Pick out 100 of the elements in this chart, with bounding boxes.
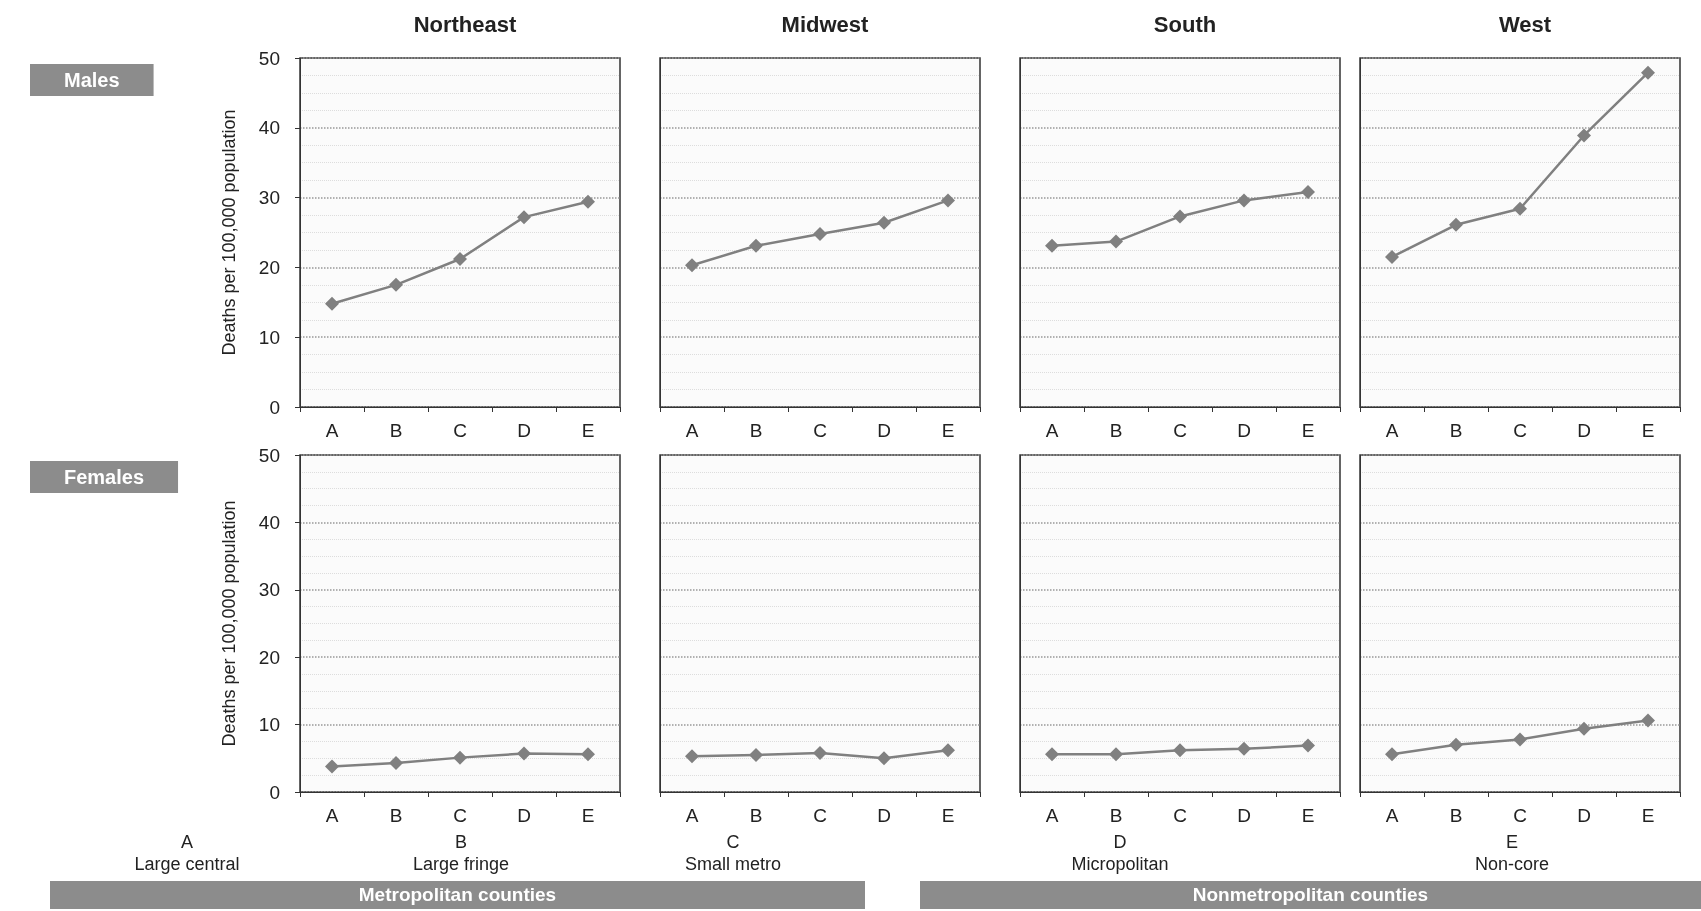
x-tick-label: E [1641, 805, 1655, 826]
y-tick-label: 30 [258, 187, 280, 209]
x-tick-label: D [877, 805, 891, 826]
y-tick-label: 30 [258, 579, 280, 601]
y-axis-title: Deaths per 100,000 population [219, 109, 239, 356]
point [389, 277, 403, 292]
point [1641, 65, 1655, 80]
chart-title: Midwest [781, 11, 870, 37]
x-tick-label: B [1109, 420, 1123, 441]
point [453, 252, 467, 267]
x-tick-label: A [1385, 805, 1399, 826]
x-tick-label: C [1513, 420, 1527, 441]
text: Large central [134, 854, 240, 874]
x-tick-label: E [1301, 420, 1315, 441]
point [1513, 201, 1527, 216]
text: Non-core [1474, 854, 1550, 874]
text: D [1113, 832, 1127, 852]
point [1385, 249, 1399, 264]
point [517, 210, 531, 225]
x-tick-label: D [1577, 420, 1591, 441]
point [1449, 737, 1463, 752]
point [813, 745, 827, 760]
point [1577, 128, 1591, 143]
text: Males [64, 69, 120, 91]
y-tick-label: 20 [258, 646, 280, 668]
x-tick-label: E [581, 420, 595, 441]
x-tick-label: B [749, 805, 763, 826]
text: Large fringe [412, 854, 510, 874]
y-tick-label: 50 [258, 444, 280, 466]
point [1045, 747, 1059, 762]
point [1449, 217, 1463, 232]
x-tick-label: A [1045, 420, 1059, 441]
y-tick-label: 0 [269, 781, 280, 803]
x-tick-label: B [389, 420, 403, 441]
x-tick-label: D [1237, 420, 1251, 441]
x-tick-label: A [325, 420, 339, 441]
point [389, 756, 403, 771]
text: Micropolitan [1071, 854, 1169, 874]
point [1301, 185, 1315, 200]
x-tick-label: D [1237, 805, 1251, 826]
x-tick-label: C [453, 420, 467, 441]
x-tick-label: B [1449, 420, 1463, 441]
point [685, 749, 699, 764]
x-tick-label: A [685, 805, 699, 826]
point [517, 746, 531, 761]
x-tick-label: C [1513, 805, 1527, 826]
y-tick-label: 40 [258, 117, 280, 139]
x-tick-label: B [389, 805, 403, 826]
x-tick-label: D [517, 420, 531, 441]
x-tick-label: A [325, 805, 339, 826]
point [1641, 713, 1655, 728]
point [453, 750, 467, 765]
y-tick-label: 10 [258, 714, 280, 736]
x-tick-label: E [1641, 420, 1655, 441]
x-tick-label: A [1385, 420, 1399, 441]
text: B [454, 832, 468, 852]
x-tick-label: E [581, 805, 595, 826]
x-tick-label: B [1449, 805, 1463, 826]
text: A [180, 832, 194, 852]
point [749, 238, 763, 253]
y-tick-label: 40 [258, 511, 280, 533]
point [581, 747, 595, 762]
x-tick-label: D [1577, 805, 1591, 826]
x-tick-label: B [1109, 805, 1123, 826]
x-tick-label: C [1173, 420, 1187, 441]
point [1109, 234, 1123, 249]
point [1173, 209, 1187, 224]
text: Females [64, 466, 145, 488]
y-tick-label: 50 [258, 47, 280, 69]
point [1301, 738, 1315, 753]
x-tick-label: E [1301, 805, 1315, 826]
chart-title: Northeast [413, 11, 518, 37]
point [1513, 732, 1527, 747]
chart-title: West [1498, 11, 1552, 37]
x-tick-label: C [453, 805, 467, 826]
x-tick-label: A [1045, 805, 1059, 826]
point [749, 747, 763, 762]
y-tick-label: 20 [258, 256, 280, 278]
point [1577, 721, 1591, 736]
point [813, 226, 827, 241]
point [1173, 743, 1187, 758]
point [877, 751, 891, 766]
y-tick-label: 0 [269, 396, 280, 418]
point [1045, 238, 1059, 253]
x-tick-label: B [749, 420, 763, 441]
point [325, 759, 339, 774]
point [1237, 193, 1251, 208]
point [941, 193, 955, 208]
point [1385, 747, 1399, 762]
x-tick-label: C [813, 805, 827, 826]
point [877, 215, 891, 230]
x-tick-label: E [941, 420, 955, 441]
text: Metropolitan counties [358, 884, 557, 905]
x-tick-label: A [685, 420, 699, 441]
chart-title: South [1153, 11, 1217, 37]
point [685, 258, 699, 273]
x-tick-label: D [877, 420, 891, 441]
x-tick-label: C [813, 420, 827, 441]
x-tick-label: C [1173, 805, 1187, 826]
x-tick-label: E [941, 805, 955, 826]
